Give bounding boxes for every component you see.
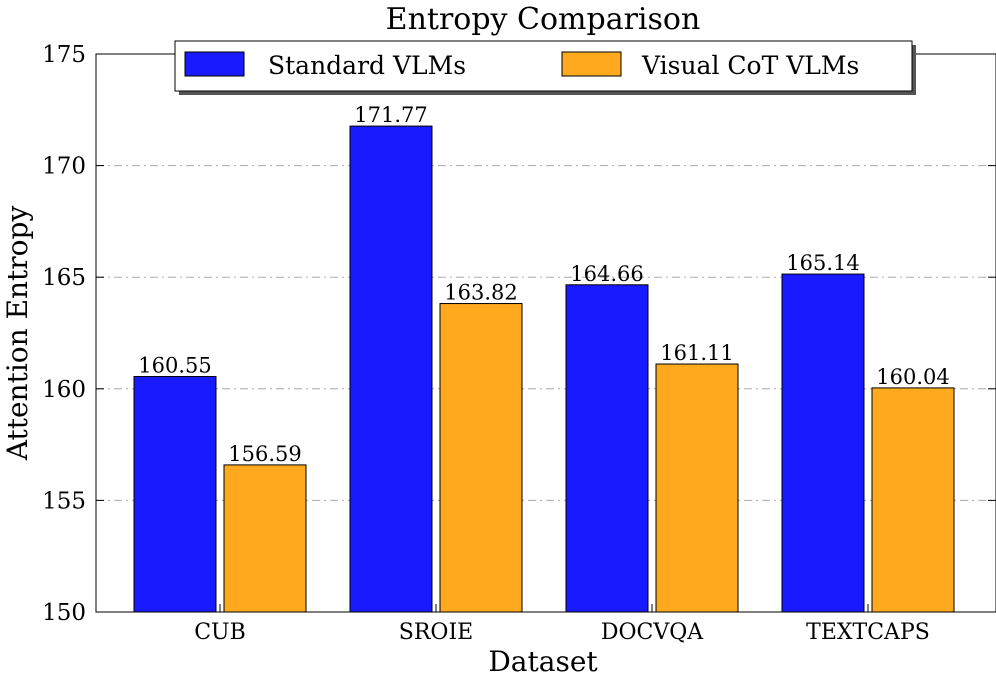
y-axis-label: Attention Entropy [1,206,34,462]
x-category-labels: CUB SROIE DOCVQA TEXTCAPS [194,620,930,645]
legend-label-standard-vlms: Standard VLMs [268,51,466,80]
legend: Standard VLMs Visual CoT VLMs [174,40,916,95]
bar-label-standard-vlms-cub: 160.55 [138,354,211,378]
y-tick-label-150: 150 [42,600,86,626]
bar-visual-cot-vlms-docvqa [655,363,739,613]
x-tick-label-sroie: SROIE [399,620,473,645]
legend-swatch-visual-cot-vlms [561,51,622,77]
bar-label-standard-vlms-sroie: 171.77 [354,103,427,127]
x-tick-label-cub: CUB [194,620,246,645]
bar-visual-cot-vlms-cub [223,464,307,613]
bar-value-labels: 160.55 156.59 171.77 163.82 164.66 161.11 165.… [138,103,949,466]
bar-visual-cot-vlms-sroie [439,303,523,613]
y-tick-label-160: 160 [42,377,86,403]
bar-visual-cot-vlms-textcaps [871,387,955,613]
y-tick-labels: 150 155 160 165 170 175 [42,42,86,626]
x-tick-label-docvqa: DOCVQA [601,620,704,645]
bar-label-visual-cot-vlms-sroie: 163.82 [444,281,517,305]
legend-label-visual-cot-vlms: Visual CoT VLMs [641,51,859,80]
bar-standard-vlms-cub [133,376,217,613]
x-tick-label-textcaps: TEXTCAPS [806,620,930,645]
y-tick-label-165: 165 [42,265,86,291]
bar-standard-vlms-docvqa [565,284,649,613]
bar-label-visual-cot-vlms-textcaps: 160.04 [876,365,949,389]
bar-label-visual-cot-vlms-docvqa: 161.11 [660,341,733,365]
y-tick-label-155: 155 [42,488,86,514]
y-tick-label-175: 175 [42,42,86,68]
chart-title: Entropy Comparison [386,2,701,37]
x-axis-label: Dataset [488,645,598,674]
axis-ticks [96,53,996,613]
legend-swatch-standard-vlms [184,51,245,77]
bar-label-standard-vlms-docvqa: 164.66 [570,262,643,286]
bars [133,125,955,613]
bar-standard-vlms-textcaps [781,273,865,613]
bar-standard-vlms-sroie [349,125,433,613]
y-tick-label-170: 170 [42,154,86,180]
bar-label-standard-vlms-textcaps: 165.14 [786,251,859,275]
bar-label-visual-cot-vlms-cub: 156.59 [228,442,301,466]
legend-box [174,40,913,92]
